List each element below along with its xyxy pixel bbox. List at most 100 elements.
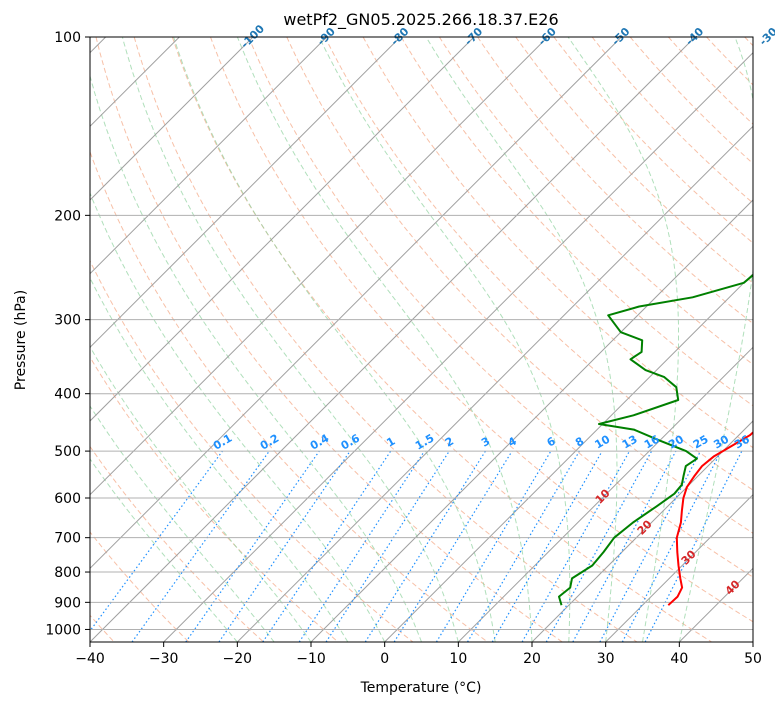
- x-tick-label: −20: [223, 651, 253, 667]
- dry-adiabat-line: [95, 37, 563, 642]
- y-tick-label: 200: [54, 208, 81, 224]
- mixing-ratio-line: [599, 450, 702, 642]
- dry-adiabat-line: [744, 37, 753, 47]
- y-tick-label: 600: [54, 491, 81, 507]
- series-group: [558, 273, 753, 606]
- mixing-ratio-label: 20: [666, 432, 686, 451]
- mixing-ratio-label: 25: [691, 433, 711, 452]
- mixing-ratio-label: 13: [620, 433, 640, 452]
- mixing-ratio-line: [466, 450, 580, 642]
- mixing-ratio-line: [621, 450, 722, 642]
- theta-e-label: 40: [723, 577, 743, 597]
- moist-adiabat-line: [90, 191, 386, 642]
- moist-adiabat-line: [90, 405, 275, 642]
- dry-adiabat-line: [90, 150, 488, 642]
- background-lines: [90, 37, 753, 642]
- y-tick-label: 900: [54, 595, 81, 611]
- chart-title: wetPf2_GN05.2025.266.18.37.E26: [283, 10, 558, 30]
- moist-adiabat-line: [236, 37, 533, 642]
- x-tick-label: −40: [75, 651, 105, 667]
- moist-adiabat-line: [173, 37, 496, 642]
- isotherm-line: [605, 493, 753, 642]
- y-tick-label: 500: [54, 444, 81, 460]
- mixing-ratio-label: 0.2: [258, 432, 281, 453]
- mixing-ratio-line: [545, 450, 653, 642]
- dry-adiabat-line: [171, 37, 712, 642]
- isotherm-line: [310, 199, 753, 642]
- x-tick-label: 50: [744, 651, 762, 667]
- y-axis: 100 200 300 400 500 600 700 800 900 1000: [45, 30, 90, 638]
- isotherm-line: [752, 641, 753, 642]
- dry-adiabat-line: [706, 37, 753, 86]
- isotherm-line: [163, 51, 753, 642]
- moist-adiabat-line: [121, 37, 459, 642]
- mixing-ratio-line: [90, 450, 223, 632]
- mixing-ratio-line: [325, 450, 450, 642]
- moist-adiabat-line: [90, 276, 349, 642]
- mixing-ratio-label: 10: [593, 432, 613, 451]
- x-tick-label: −10: [296, 651, 326, 667]
- moist-adiabat-line: [567, 37, 679, 642]
- isotherm-line: [90, 37, 549, 496]
- y-tick-label: 1000: [45, 622, 81, 638]
- grid-lines: [90, 214, 753, 630]
- isotherm-line: [531, 420, 753, 642]
- moist-adiabat-line: [318, 37, 571, 642]
- moist-adiabat-line: [90, 345, 312, 642]
- moist-adiabat-line: [90, 74, 422, 642]
- x-tick-label: 40: [670, 651, 688, 667]
- x-axis: −40 −30 −20 −10 0 10 20 30 40 50: [75, 642, 762, 667]
- mixing-ratio-label: 1.5: [413, 432, 436, 453]
- dry-adiabat-line: [515, 37, 753, 284]
- mixing-ratio-line: [491, 450, 603, 642]
- line-labels: -100-90-80-70-60-50-40-30-20-1000.10.20.…: [211, 22, 775, 598]
- isotherm-line: [457, 346, 753, 642]
- theta-e-label: 10: [593, 486, 613, 506]
- mixing-ratio-line: [644, 450, 743, 642]
- x-tick-label: −30: [149, 651, 179, 667]
- dry-adiabat-line: [90, 356, 339, 642]
- y-tick-label: 100: [54, 30, 81, 46]
- isotherm-label: -30: [757, 25, 775, 48]
- y-tick-label: 700: [54, 531, 81, 547]
- y-tick-label: 400: [54, 387, 81, 403]
- dry-adiabat-line: [629, 37, 753, 165]
- mixing-ratio-label: 0.4: [308, 431, 332, 452]
- dry-adiabat-line: [248, 37, 753, 578]
- y-tick-label: 800: [54, 565, 81, 581]
- y-axis-label: Pressure (hPa): [13, 290, 29, 390]
- dry-adiabat-line: [400, 37, 753, 407]
- mixing-ratio-line: [572, 450, 677, 642]
- dewpoint-line: [558, 273, 753, 606]
- isotherm-line: [90, 37, 328, 275]
- mixing-ratio-line: [364, 450, 486, 642]
- isotherm-line: [90, 37, 254, 201]
- x-tick-label: 10: [449, 651, 467, 667]
- mixing-ratio-label: 4: [506, 434, 519, 449]
- mixing-ratio-line: [393, 450, 513, 642]
- mixing-ratio-label: 0.1: [211, 432, 234, 453]
- x-axis-label: Temperature (°C): [360, 680, 482, 696]
- theta-e-label: 30: [679, 547, 699, 567]
- mixing-ratio-line: [262, 450, 392, 642]
- mixing-ratio-line: [218, 450, 351, 642]
- moist-adiabat-line: [90, 458, 238, 642]
- dry-adiabat-line: [133, 37, 638, 642]
- x-tick-label: 0: [380, 651, 389, 667]
- isotherm-line: [236, 125, 753, 642]
- dry-adiabat-line: [591, 37, 753, 204]
- mixing-ratio-line: [435, 450, 552, 642]
- x-tick-label: 20: [523, 651, 541, 667]
- isotherm-line: [90, 37, 401, 349]
- isotherm-line: [90, 37, 622, 570]
- plot-frame: [89, 36, 754, 643]
- dry-adiabat-line: [90, 445, 264, 642]
- temperature-line: [667, 431, 753, 606]
- dry-adiabat-line: [668, 37, 753, 125]
- dry-adiabat-line: [90, 259, 414, 642]
- isotherm-line: [90, 37, 475, 422]
- isotherm-line: [678, 567, 753, 642]
- mixing-ratio-label: 2: [443, 435, 456, 450]
- dry-adiabat-line: [286, 37, 753, 534]
